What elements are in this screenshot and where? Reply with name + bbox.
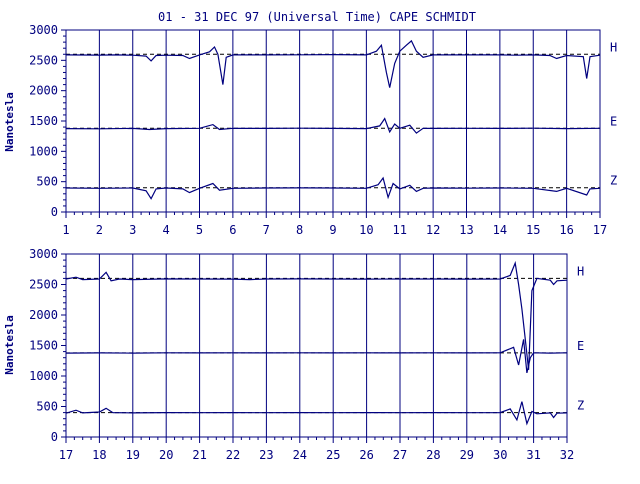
x-tick-label: 5 (196, 223, 203, 237)
series-label-e: E (610, 114, 617, 128)
series-h-line (65, 39, 601, 88)
x-tick-label: 6 (229, 223, 236, 237)
y-tick-label: 2000 (29, 84, 58, 98)
x-tick-label: 30 (493, 448, 507, 462)
x-tick-label: 19 (126, 448, 140, 462)
x-tick-label: 2 (96, 223, 103, 237)
x-tick-label: 26 (359, 448, 373, 462)
y-tick-label: 500 (36, 175, 58, 189)
x-tick-label: 28 (426, 448, 440, 462)
x-tick-label: 14 (493, 223, 507, 237)
series-label-h: H (577, 264, 584, 278)
y-tick-label: 0 (51, 205, 58, 219)
y-tick-label: 2500 (29, 278, 58, 292)
y-tick-label: 0 (51, 430, 58, 444)
x-tick-label: 4 (163, 223, 170, 237)
x-tick-label: 27 (393, 448, 407, 462)
series-z-line (65, 401, 568, 426)
series-e-line (65, 117, 601, 134)
x-tick-label: 25 (326, 448, 340, 462)
y-axis-label-top: Nanotesla (3, 92, 16, 152)
x-tick-label: 15 (526, 223, 540, 237)
x-tick-label: 7 (263, 223, 270, 237)
y-tick-label: 1000 (29, 144, 58, 158)
x-tick-label: 16 (559, 223, 573, 237)
x-tick-label: 12 (426, 223, 440, 237)
x-tick-label: 21 (192, 448, 206, 462)
y-axis-label-bottom: Nanotesla (3, 315, 16, 375)
x-tick-label: 29 (460, 448, 474, 462)
y-tick-label: 3000 (29, 247, 58, 261)
y-tick-label: 1500 (29, 114, 58, 128)
plot-frame (65, 253, 568, 438)
x-tick-label: 11 (393, 223, 407, 237)
series-label-z: Z (610, 174, 617, 188)
y-tick-label: 2500 (29, 53, 58, 67)
x-tick-label: 23 (259, 448, 273, 462)
series-e-line (65, 339, 568, 374)
y-tick-label: 1000 (29, 369, 58, 383)
x-tick-label: 24 (293, 448, 307, 462)
y-tick-label: 3000 (29, 23, 58, 37)
y-tick-label: 2000 (29, 308, 58, 322)
x-tick-label: 1 (62, 223, 69, 237)
x-tick-label: 18 (92, 448, 106, 462)
x-tick-label: 20 (159, 448, 173, 462)
x-tick-label: 17 (593, 223, 607, 237)
y-tick-label: 1500 (29, 339, 58, 353)
series-h-line (65, 260, 568, 370)
x-tick-label: 13 (459, 223, 473, 237)
series-z-line (65, 176, 601, 200)
x-tick-label: 10 (359, 223, 373, 237)
x-tick-label: 17 (59, 448, 73, 462)
x-tick-label: 8 (296, 223, 303, 237)
x-tick-label: 22 (226, 448, 240, 462)
x-tick-label: 3 (129, 223, 136, 237)
x-tick-label: 32 (560, 448, 574, 462)
bottom-panel: 17 18 19 20 21 22 23 24 25 26 27 28 29 30 31 32 0 500 1000… (29, 247, 584, 462)
x-tick-label: 9 (329, 223, 336, 237)
series-label-e: E (577, 339, 584, 353)
top-panel: 1 2 3 4 5 6 7 8 9 10 11 12 13 14 15 16 17050010001500200… (29, 23, 617, 237)
y-tick-label: 500 (36, 400, 58, 414)
chart-title: 01 - 31 DEC 97 (Universal Time) CAPE SCH… (158, 10, 476, 24)
series-label-z: Z (577, 399, 584, 413)
series-label-h: H (610, 40, 617, 54)
x-tick-label: 31 (526, 448, 540, 462)
